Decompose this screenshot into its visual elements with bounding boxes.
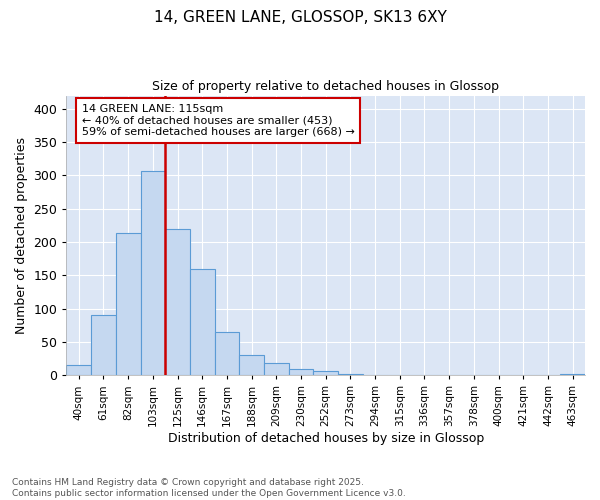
Bar (91, 316, 116, 376)
Text: 14, GREEN LANE, GLOSSOP, SK13 6XY: 14, GREEN LANE, GLOSSOP, SK13 6XY (154, 10, 446, 25)
Bar (165, 229, 190, 376)
Bar (338, 374, 363, 376)
Bar (190, 268, 215, 376)
Text: 14 GREEN LANE: 115sqm
← 40% of detached houses are smaller (453)
59% of semi-det: 14 GREEN LANE: 115sqm ← 40% of detached … (82, 104, 355, 137)
Text: Contains HM Land Registry data © Crown copyright and database right 2025.
Contai: Contains HM Land Registry data © Crown c… (12, 478, 406, 498)
Bar (140, 171, 165, 376)
Bar (215, 332, 239, 376)
Y-axis label: Number of detached properties: Number of detached properties (15, 137, 28, 334)
Bar (363, 374, 388, 376)
Bar (289, 368, 313, 376)
X-axis label: Distribution of detached houses by size in Glossop: Distribution of detached houses by size … (167, 432, 484, 445)
Bar (560, 374, 585, 376)
Title: Size of property relative to detached houses in Glossop: Size of property relative to detached ho… (152, 80, 499, 93)
Bar (67, 366, 91, 376)
Bar (116, 234, 140, 376)
Bar (264, 364, 289, 376)
Bar (239, 356, 264, 376)
Bar (313, 372, 338, 376)
